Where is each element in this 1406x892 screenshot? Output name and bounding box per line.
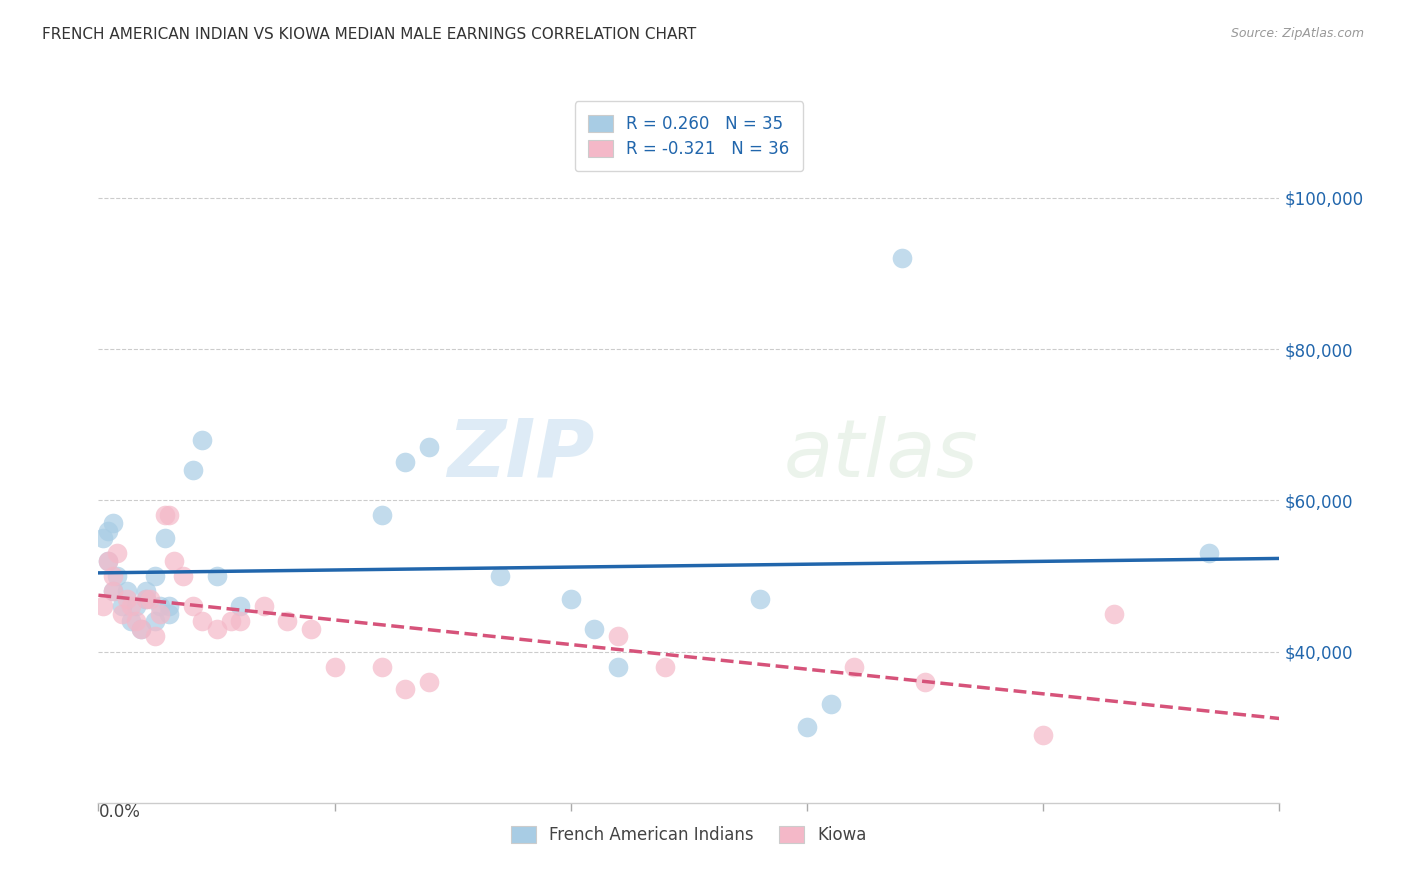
Point (125, 615, 148, 629)
Point (157, 508, 180, 523)
Point (157, 599, 180, 614)
Point (323, 659, 346, 673)
Point (394, 682, 416, 697)
Point (654, 659, 676, 673)
Point (91, 531, 114, 545)
Point (97, 554, 120, 568)
Point (163, 554, 186, 568)
Point (129, 622, 152, 636)
Text: Source: ZipAtlas.com: Source: ZipAtlas.com (1230, 27, 1364, 40)
Point (371, 508, 394, 523)
Point (253, 599, 276, 614)
Point (115, 591, 138, 606)
Point (820, 698, 842, 712)
Point (97, 524, 120, 538)
Point (418, 674, 440, 689)
Legend: French American Indians, Kiowa: French American Indians, Kiowa (498, 813, 880, 857)
Point (139, 591, 162, 606)
Point (583, 622, 606, 636)
Point (844, 659, 866, 673)
Point (418, 441, 440, 455)
Point (143, 615, 166, 629)
Point (299, 622, 322, 636)
Point (101, 584, 124, 599)
Point (607, 629, 630, 643)
Text: ZIP: ZIP (447, 416, 595, 494)
Point (181, 463, 204, 477)
Point (607, 659, 630, 673)
Point (105, 546, 128, 560)
Point (115, 584, 138, 599)
Point (1032, 728, 1054, 742)
Point (135, 591, 157, 606)
Point (101, 569, 124, 583)
Point (191, 615, 214, 629)
Point (105, 569, 128, 583)
Point (172, 569, 194, 583)
Point (748, 591, 770, 606)
Point (125, 599, 148, 614)
Point (560, 591, 582, 606)
Point (149, 607, 172, 621)
Point (111, 599, 134, 614)
Point (143, 629, 166, 643)
Point (153, 531, 176, 545)
Point (205, 569, 228, 583)
Point (153, 508, 176, 523)
Point (157, 607, 180, 621)
Point (890, 252, 912, 266)
Point (101, 516, 124, 530)
Point (91, 599, 114, 614)
Point (121, 615, 143, 629)
Point (219, 615, 242, 629)
Point (914, 674, 936, 689)
Text: FRENCH AMERICAN INDIAN VS KIOWA MEDIAN MALE EARNINGS CORRELATION CHART: FRENCH AMERICAN INDIAN VS KIOWA MEDIAN M… (42, 27, 696, 42)
Text: atlas: atlas (783, 416, 979, 494)
Point (796, 720, 818, 734)
Point (1102, 607, 1125, 621)
Point (97, 554, 120, 568)
Point (143, 569, 166, 583)
Point (394, 455, 416, 469)
Point (205, 622, 228, 636)
Point (1198, 546, 1220, 560)
Point (149, 599, 172, 614)
Point (229, 615, 252, 629)
Point (191, 433, 214, 447)
Point (111, 607, 134, 621)
Point (489, 569, 512, 583)
Point (181, 599, 204, 614)
Point (121, 599, 143, 614)
Text: 0.0%: 0.0% (98, 803, 141, 821)
Point (129, 622, 152, 636)
Point (371, 659, 394, 673)
Point (135, 591, 157, 606)
Point (101, 584, 124, 599)
Point (276, 615, 298, 629)
Point (135, 584, 157, 599)
Point (229, 599, 252, 614)
